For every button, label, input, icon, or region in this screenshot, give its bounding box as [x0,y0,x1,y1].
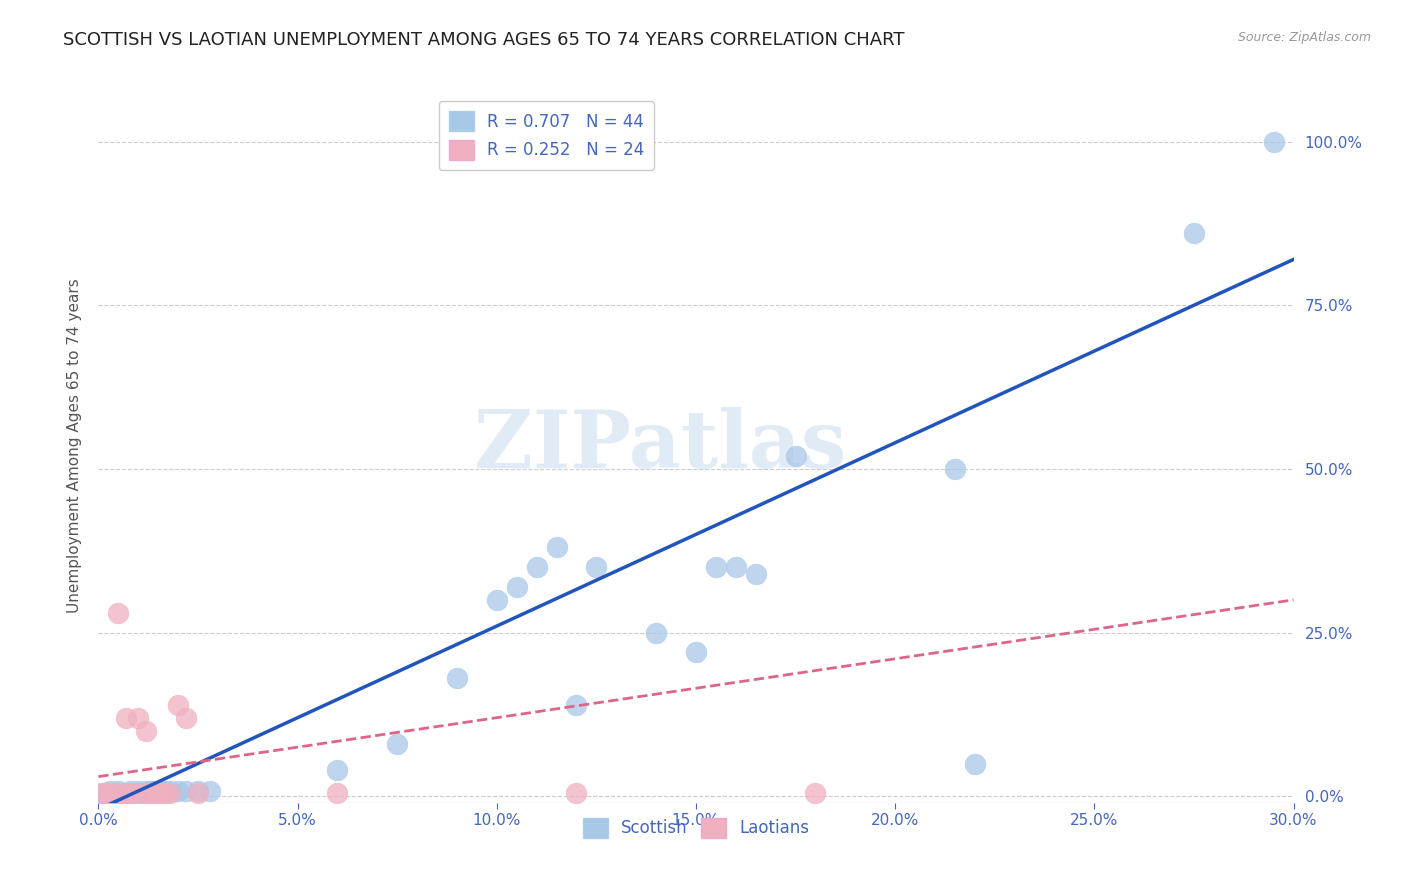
Point [526,560,548,574]
Point [685,645,707,659]
Point [155,784,177,798]
Text: ZIPatlas: ZIPatlas [474,407,846,485]
Point [131,786,153,800]
Point [174,711,197,725]
Point [139,784,162,798]
Point [127,711,149,725]
Point [446,672,468,686]
Point [785,449,807,463]
Point [645,625,668,640]
Point [198,784,221,798]
Point [745,566,768,581]
Point [103,786,125,800]
Point [98,784,122,798]
Point [107,784,129,798]
Point [115,711,138,725]
Text: Source: ZipAtlas.com: Source: ZipAtlas.com [1237,31,1371,45]
Point [565,786,588,800]
Point [963,756,986,771]
Point [96,786,118,800]
Point [120,786,142,800]
Point [159,786,181,800]
Point [111,786,134,800]
Point [385,737,409,751]
Point [124,786,146,800]
Point [187,786,209,800]
Point [148,786,170,800]
Point [98,786,122,800]
Point [546,541,568,555]
Point [155,786,177,800]
Point [326,786,349,800]
Text: SCOTTISH VS LAOTIAN UNEMPLOYMENT AMONG AGES 65 TO 74 YEARS CORRELATION CHART: SCOTTISH VS LAOTIAN UNEMPLOYMENT AMONG A… [63,31,905,49]
Point [187,784,209,798]
Point [127,784,149,798]
Point [585,560,607,574]
Legend: Scottish, Laotians: Scottish, Laotians [572,807,820,848]
Point [107,786,129,800]
Point [98,786,122,800]
Point [96,786,118,800]
Point [107,606,129,620]
Point [167,698,190,712]
Point [111,786,134,800]
Point [1182,226,1205,240]
Point [1263,135,1285,149]
Point [724,560,747,574]
Point [139,786,162,800]
Point [485,592,508,607]
Point [91,786,114,800]
Point [135,723,157,738]
Point [150,784,173,798]
Point [150,786,173,800]
Point [326,763,349,777]
Y-axis label: Unemployment Among Ages 65 to 74 years: Unemployment Among Ages 65 to 74 years [66,278,82,614]
Point [565,698,588,712]
Point [704,560,727,574]
Point [167,784,190,798]
Point [943,462,966,476]
Point [135,786,157,800]
Point [148,784,170,798]
Point [135,784,157,798]
Point [506,580,529,594]
Point [115,786,138,800]
Point [131,786,153,800]
Point [143,784,166,798]
Point [143,786,166,800]
Point [174,784,197,798]
Point [159,784,181,798]
Point [804,786,827,800]
Point [124,786,146,800]
Point [120,784,142,798]
Point [91,786,114,800]
Point [103,786,125,800]
